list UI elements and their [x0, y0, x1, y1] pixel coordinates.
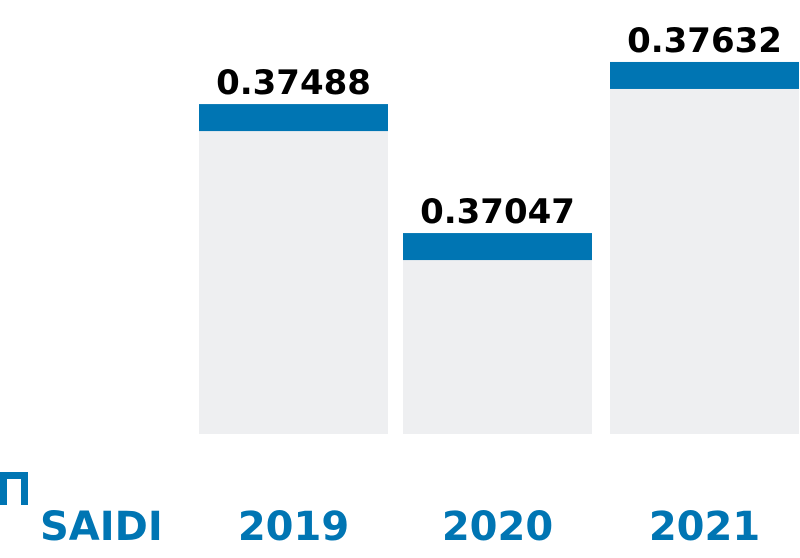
legend-marker-icon — [0, 472, 28, 505]
value-label-2021: 0.37632 — [627, 21, 782, 61]
category-label-2020: 2020 — [442, 504, 553, 550]
bars-group — [199, 61, 799, 435]
category-label-2021: 2021 — [649, 504, 760, 550]
value-label-2019: 0.37488 — [216, 63, 371, 103]
bar-2021 — [610, 61, 799, 435]
value-label-2020: 0.37047 — [420, 192, 575, 232]
bar-cap-2020 — [403, 233, 592, 261]
labels-group: 0.37488 2019 0.37047 2020 0.37632 2021 — [216, 21, 782, 550]
bar-cap-2021 — [610, 61, 799, 89]
bar-2020 — [403, 233, 592, 434]
legend: SAIDI — [0, 472, 163, 550]
category-label-2019: 2019 — [238, 504, 349, 550]
legend-label: SAIDI — [40, 504, 163, 550]
bar-cap-2019 — [199, 104, 388, 132]
bar-2019 — [199, 104, 388, 434]
